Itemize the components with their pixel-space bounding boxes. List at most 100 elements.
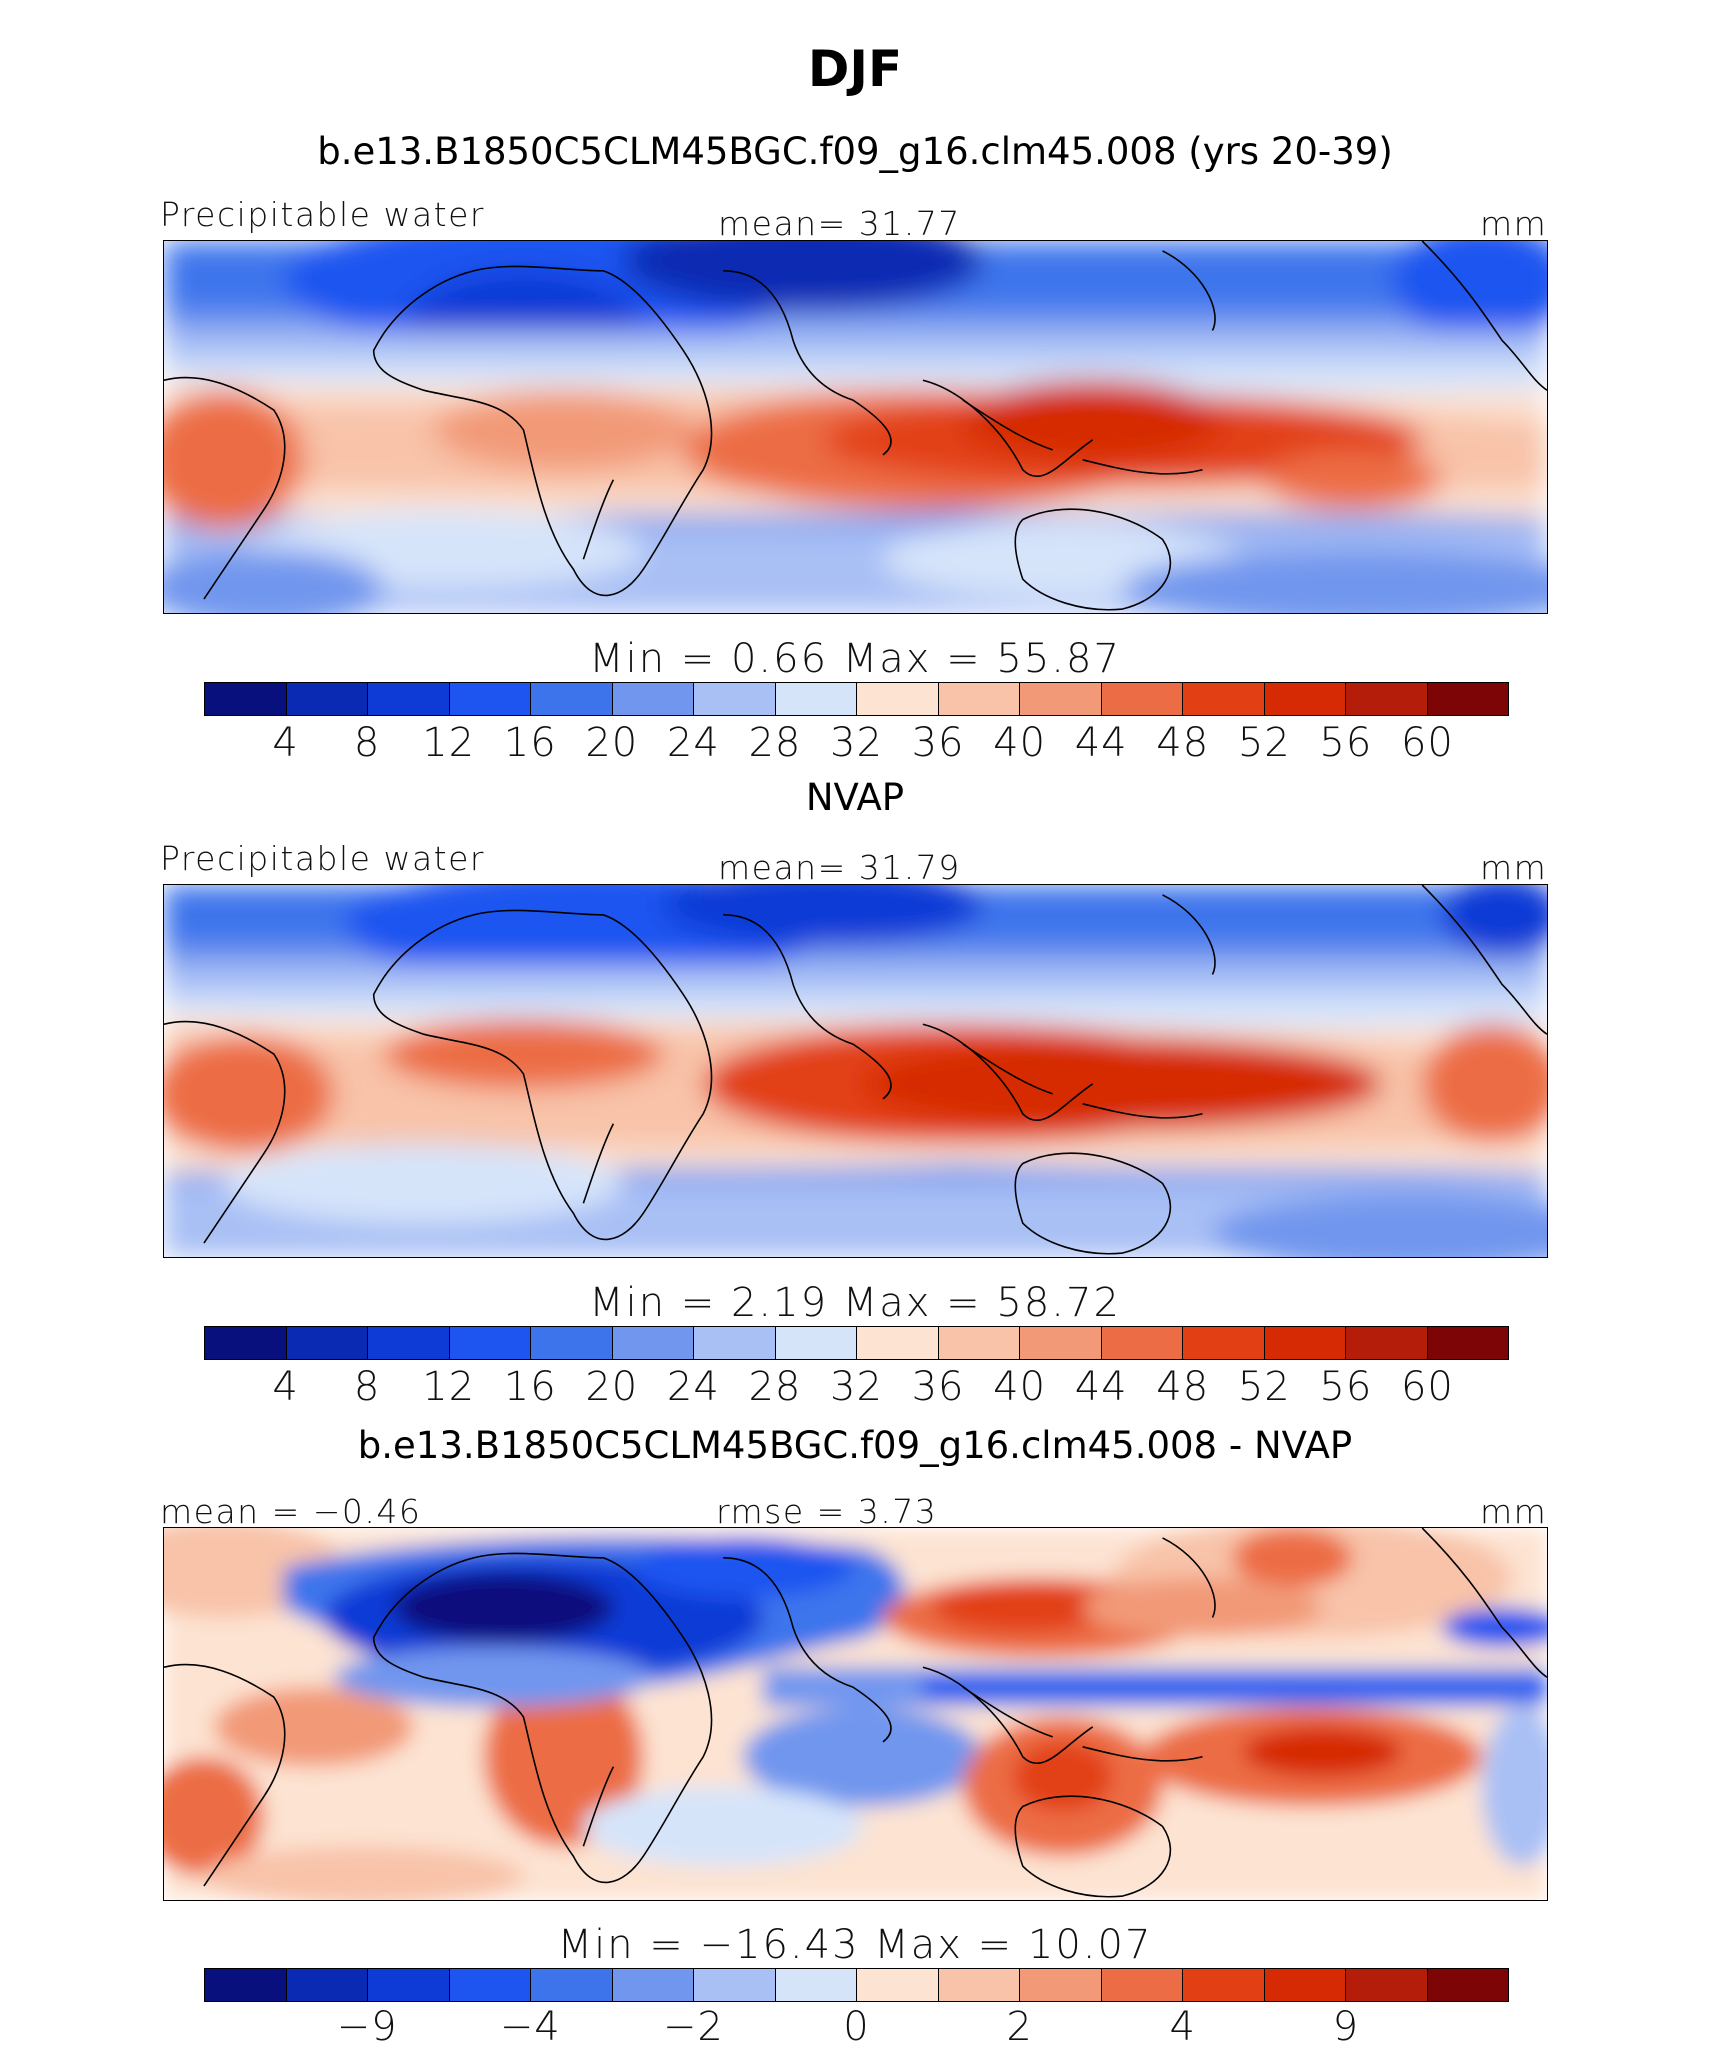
panel2-map — [163, 884, 1548, 1258]
swatch-12 — [1101, 683, 1183, 715]
colorbar-tick-label: 4 — [272, 720, 299, 766]
swatch-1 — [205, 1969, 287, 2001]
colorbar-tick-label: 0 — [843, 2004, 870, 2050]
panel3-title: b.e13.B1850C5CLM45BGC.f09_g16.clm45.008 … — [357, 1424, 1353, 1467]
colorbar-tick-label: 20 — [585, 720, 639, 766]
swatch-6 — [612, 683, 694, 715]
panel2-min-max: Min = 2.19 Max = 58.72 — [589, 1280, 1121, 1326]
panel2-mean-label: mean= 31.79 — [718, 848, 961, 887]
swatch-8 — [775, 683, 857, 715]
colorbar-tick-label: 28 — [748, 720, 802, 766]
swatch-7 — [694, 1327, 776, 1359]
panel2-units: mm — [1480, 848, 1548, 887]
colorbar-tick-label: 52 — [1237, 720, 1291, 766]
colorbar-tick-label: 24 — [666, 1364, 720, 1410]
colorbar-tick-label: −2 — [662, 2004, 724, 2050]
swatch-7 — [694, 1969, 776, 2001]
panel3-units: mm — [1480, 1492, 1548, 1531]
swatch-16 — [1427, 1327, 1508, 1359]
swatch-4 — [449, 1327, 531, 1359]
colorbar-tick-label: 40 — [993, 1364, 1047, 1410]
colorbar-tick-label: 32 — [830, 1364, 883, 1410]
swatch-4 — [449, 1969, 531, 2001]
panel3-mean-label: mean = −0.46 — [160, 1492, 422, 1531]
swatch-13 — [1183, 1969, 1265, 2001]
panel1-field — [164, 241, 1547, 613]
colorbar-tick-label: 2 — [1006, 2004, 1033, 2050]
colorbar-tick-label: 4 — [272, 1364, 299, 1410]
swatch-4 — [449, 683, 531, 715]
colorbar-tick-label: 60 — [1400, 1364, 1454, 1410]
swatch-1 — [205, 683, 287, 715]
colorbar-tick-label: 44 — [1074, 1364, 1128, 1410]
swatch-3 — [368, 1327, 450, 1359]
colorbar-tick-label: −9 — [336, 2004, 398, 2050]
swatch-16 — [1427, 1969, 1508, 2001]
panel3-min-max: Min = −16.43 Max = 10.07 — [557, 1922, 1153, 1968]
swatch-5 — [531, 1969, 613, 2001]
colorbar-tick-label: 48 — [1156, 1364, 1210, 1410]
panel1-mean-label: mean= 31.77 — [718, 204, 961, 243]
swatch-5 — [531, 683, 613, 715]
colorbar-tick-label: 16 — [503, 720, 557, 766]
colorbar-tick-label: 28 — [748, 1364, 802, 1410]
swatch-13 — [1183, 1327, 1265, 1359]
panel3-field — [164, 1528, 1547, 1900]
swatch-15 — [1346, 683, 1428, 715]
panel2-colorbar — [204, 1326, 1509, 1360]
panel1-title: b.e13.B1850C5CLM45BGC.f09_g16.clm45.008 … — [317, 130, 1393, 173]
colorbar-tick-label: 56 — [1319, 720, 1373, 766]
swatch-14 — [1264, 1969, 1346, 2001]
swatch-2 — [286, 683, 368, 715]
swatch-14 — [1264, 1327, 1346, 1359]
swatch-8 — [775, 1969, 857, 2001]
panel3-rmse-label: rmse = 3.73 — [716, 1492, 938, 1531]
colorbar-tick-label: 16 — [503, 1364, 557, 1410]
colorbar-tick-label: 48 — [1156, 720, 1210, 766]
swatch-12 — [1101, 1969, 1183, 2001]
swatch-15 — [1346, 1969, 1428, 2001]
swatch-9 — [857, 683, 939, 715]
swatch-3 — [368, 683, 450, 715]
panel1-map — [163, 240, 1548, 614]
swatch-5 — [531, 1327, 613, 1359]
colorbar-tick-label: 36 — [911, 720, 965, 766]
panel2-left-label: Precipitable water — [160, 839, 485, 878]
colorbar-tick-label: 36 — [911, 1364, 965, 1410]
swatch-1 — [205, 1327, 287, 1359]
swatch-10 — [938, 1327, 1020, 1359]
colorbar-tick-label: 60 — [1400, 720, 1454, 766]
figure-title: DJF — [807, 40, 903, 98]
colorbar-tick-label: 56 — [1319, 1364, 1373, 1410]
colorbar-tick-label: 8 — [353, 1364, 381, 1410]
swatch-11 — [1020, 1969, 1102, 2001]
swatch-6 — [612, 1969, 694, 2001]
panel2-title: NVAP — [805, 776, 905, 819]
swatch-2 — [286, 1969, 368, 2001]
colorbar-tick-label: 20 — [585, 1364, 639, 1410]
colorbar-tick-label: 24 — [666, 720, 720, 766]
panel1-min-max: Min = 0.66 Max = 55.87 — [589, 636, 1121, 682]
panel3-map — [163, 1527, 1548, 1901]
swatch-12 — [1101, 1327, 1183, 1359]
swatch-9 — [857, 1969, 939, 2001]
panel1-colorbar — [204, 682, 1509, 716]
colorbar-tick-label: 12 — [422, 720, 476, 766]
panel1-left-label: Precipitable water — [160, 195, 485, 234]
colorbar-tick-label: 12 — [422, 1364, 476, 1410]
swatch-8 — [775, 1327, 857, 1359]
panel1-units: mm — [1480, 204, 1548, 243]
colorbar-tick-label: 4 — [1169, 2004, 1196, 2050]
swatch-10 — [938, 683, 1020, 715]
swatch-15 — [1346, 1327, 1428, 1359]
colorbar-tick-label: 9 — [1332, 2004, 1360, 2050]
swatch-11 — [1020, 1327, 1102, 1359]
colorbar-tick-label: 32 — [830, 720, 883, 766]
swatch-6 — [612, 1327, 694, 1359]
swatch-3 — [368, 1969, 450, 2001]
colorbar-tick-label: 44 — [1074, 720, 1128, 766]
swatch-13 — [1183, 683, 1265, 715]
colorbar-tick-label: 40 — [993, 720, 1047, 766]
swatch-7 — [694, 683, 776, 715]
colorbar-tick-label: 52 — [1237, 1364, 1291, 1410]
